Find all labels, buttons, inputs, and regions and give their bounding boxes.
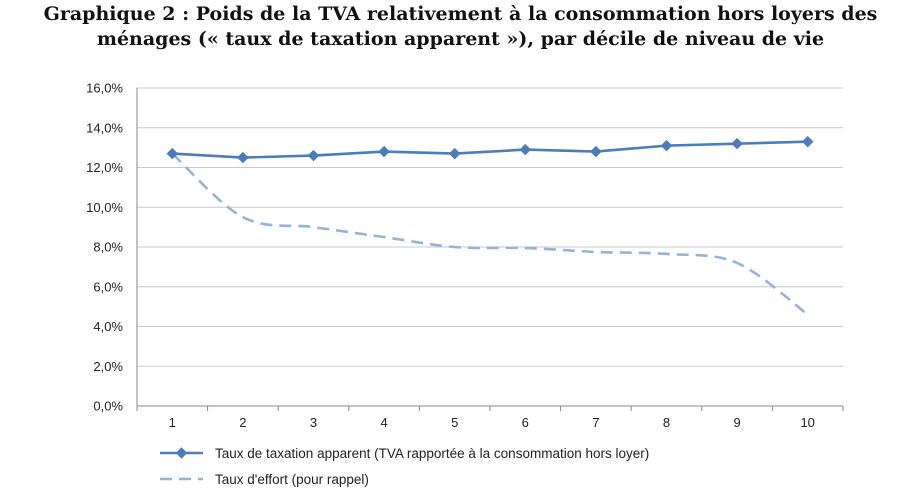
legend: Taux de taxation apparent (TVA rapportée… <box>160 446 649 487</box>
y-tick-label: 2,0% <box>93 359 123 374</box>
x-tick-label: 5 <box>451 415 458 430</box>
legend-swatch-marker <box>175 447 188 459</box>
y-tick-label: 16,0% <box>86 81 123 96</box>
grid-lines <box>136 87 844 411</box>
data-point-marker <box>378 145 390 158</box>
y-axis-ticks: 0,0% 2,0% 4,0% 6,0% 8,0% 10,0% 12,0% 14,0% 16,0% <box>86 81 123 414</box>
series-layer <box>166 135 814 316</box>
legend-label: Taux d'effort (pour rappel) <box>215 472 369 487</box>
x-tick-label: 2 <box>239 415 246 430</box>
x-tick-label: 10 <box>800 415 814 430</box>
x-tick-label: 9 <box>733 415 740 430</box>
y-tick-label: 4,0% <box>93 319 123 334</box>
y-tick-label: 6,0% <box>93 279 123 294</box>
chart-title-line1: Graphique 2 : Poids de la TVA relativeme… <box>43 3 878 25</box>
y-tick-label: 12,0% <box>86 160 123 175</box>
x-tick-label: 3 <box>310 415 317 430</box>
y-tick-label: 14,0% <box>86 120 123 135</box>
series-line-taux-effort <box>171 152 809 316</box>
chart-title: Graphique 2 : Poids de la TVA relativeme… <box>0 2 921 52</box>
x-axis-ticks: 1 2 3 4 5 6 7 8 9 10 <box>169 415 815 430</box>
series-line-taux-taxation <box>172 140 808 159</box>
x-tick-label: 7 <box>592 415 599 430</box>
chart-title-line2: ménages (« taux de taxation apparent »),… <box>96 28 825 50</box>
data-point-marker <box>731 137 743 150</box>
x-tick-label: 4 <box>380 415 387 430</box>
data-point-marker <box>519 143 532 156</box>
data-point-marker <box>307 149 320 162</box>
y-tick-label: 0,0% <box>93 399 123 414</box>
y-tick-label: 8,0% <box>93 240 123 255</box>
x-tick-label: 1 <box>169 415 176 430</box>
data-point-marker <box>448 147 461 160</box>
legend-label: Taux de taxation apparent (TVA rapportée… <box>215 446 649 461</box>
data-point-marker <box>801 135 814 148</box>
x-tick-label: 6 <box>522 415 529 430</box>
data-point-marker <box>166 147 179 160</box>
x-tick-label: 8 <box>663 415 670 430</box>
data-point-marker <box>237 151 249 164</box>
y-tick-label: 10,0% <box>86 200 123 215</box>
data-point-marker <box>590 145 602 158</box>
data-point-marker <box>660 139 673 152</box>
